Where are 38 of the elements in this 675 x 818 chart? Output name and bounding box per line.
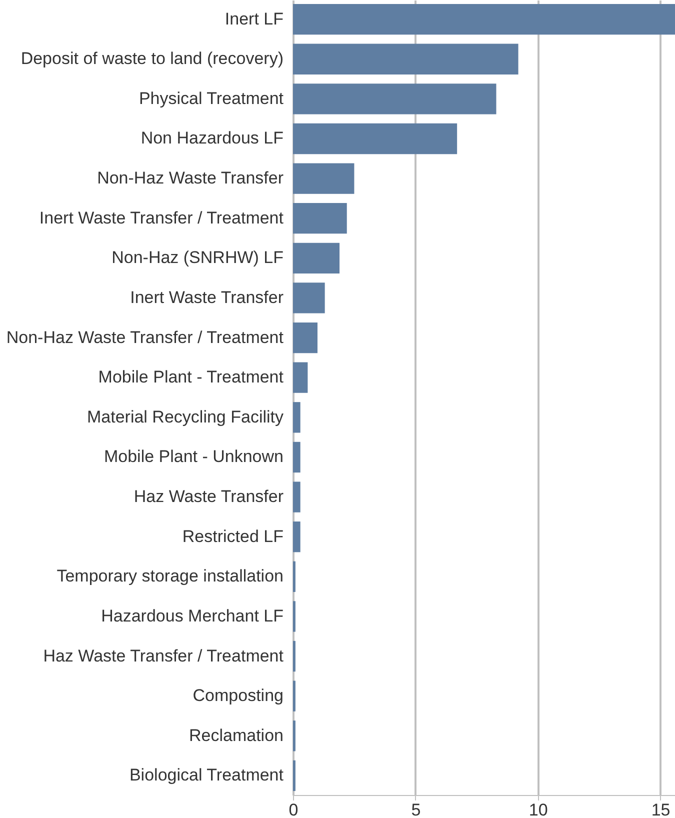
- bar: [293, 163, 354, 194]
- y-tick-label: Non Hazardous LF: [140, 128, 284, 148]
- y-tick-label: Mobile Plant - Treatment: [98, 368, 284, 387]
- x-tick-label: 0: [288, 800, 298, 818]
- y-tick-label: Deposit of waste to land (recovery): [20, 49, 284, 68]
- bar: [293, 362, 308, 393]
- bar: [293, 402, 300, 433]
- y-tick-label: Composting: [192, 686, 284, 706]
- y-tick-label: Haz Waste Transfer: [134, 487, 284, 506]
- bar: [293, 203, 347, 234]
- bar: [293, 282, 325, 314]
- y-tick-label: Inert Waste Transfer / Treatment: [39, 208, 284, 228]
- bar: [293, 322, 318, 354]
- y-tick-label: Inert Waste Transfer: [130, 288, 284, 307]
- y-tick-label: Temporary storage installation: [56, 566, 284, 586]
- bar: [293, 4, 675, 35]
- y-tick-label: Reclamation: [189, 726, 284, 745]
- y-tick-label: Non-Haz Waste Transfer: [97, 168, 284, 188]
- y-tick-label: Restricted LF: [182, 526, 284, 546]
- y-tick-label: Material Recycling Facility: [87, 407, 284, 426]
- y-tick-label: Hazardous Merchant LF: [101, 606, 284, 626]
- y-tick-label: Inert LF: [224, 9, 284, 28]
- x-tick-label: 15: [651, 800, 670, 818]
- y-tick-label: Mobile Plant - Unknown: [104, 447, 284, 466]
- y-tick-label: Physical Treatment: [138, 88, 284, 108]
- bar: [293, 44, 518, 74]
- x-tick-label: 10: [528, 800, 548, 818]
- bar: [293, 442, 300, 473]
- bar: [293, 522, 300, 552]
- y-tick-label: Haz Waste Transfer / Treatment: [43, 646, 284, 666]
- bar: [293, 242, 340, 274]
- y-tick-label: Biological Treatment: [129, 766, 284, 785]
- y-tick-label: Non-Haz Waste Transfer / Treatment: [6, 328, 284, 347]
- x-tick-label: 5: [411, 800, 421, 818]
- y-tick-label: Non-Haz (SNRHW) LF: [112, 248, 284, 268]
- bar: [293, 123, 458, 154]
- bar: [293, 482, 300, 512]
- bar: [293, 84, 496, 114]
